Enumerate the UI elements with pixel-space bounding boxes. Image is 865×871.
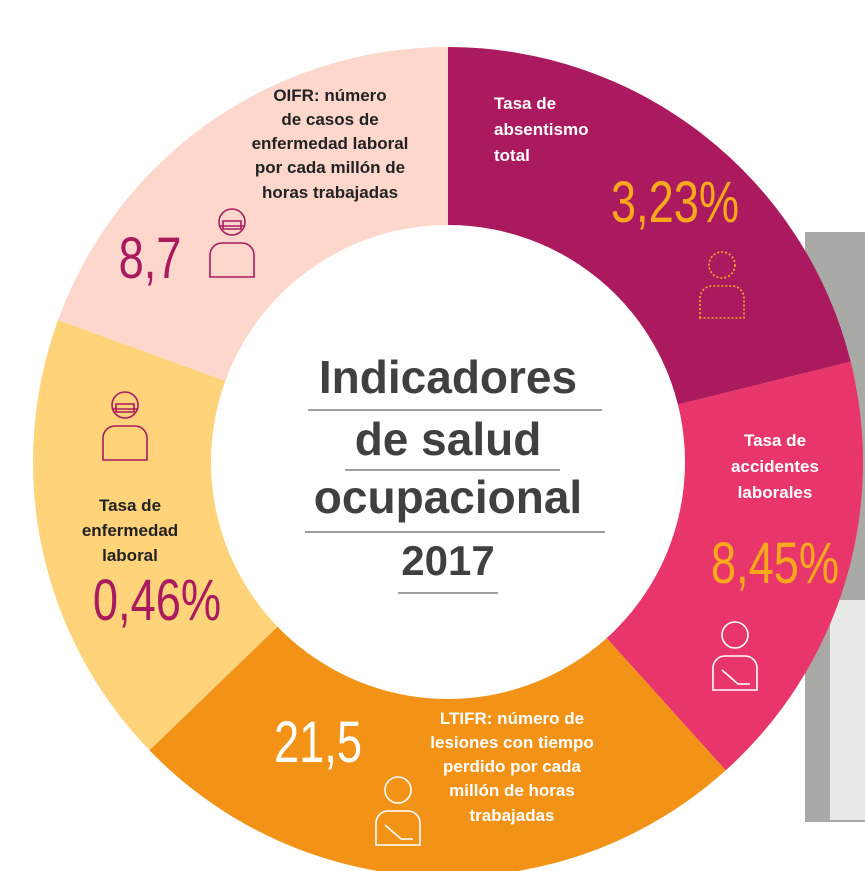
label-line: total xyxy=(494,146,530,165)
label-line: perdido por cada xyxy=(443,757,581,776)
icon-injured xyxy=(712,621,758,691)
label-line: Tasa de xyxy=(744,431,806,450)
icon-person xyxy=(699,251,745,319)
icon-masked xyxy=(102,391,148,461)
label-line: enfermedad laboral xyxy=(252,134,409,153)
icon-injured xyxy=(375,776,421,846)
label-line: laborales xyxy=(738,483,813,502)
label-line: millón de horas xyxy=(449,781,575,800)
segment-value: 0,46% xyxy=(93,569,221,634)
segment-label: Tasa de absentismo total xyxy=(494,94,588,165)
segment-label: Tasa de accidentes laborales xyxy=(731,431,819,502)
icon-masked xyxy=(209,208,255,278)
segment-value: 3,23% xyxy=(611,171,739,236)
label-line: Tasa de xyxy=(494,94,556,113)
segment-value: 21,5 xyxy=(274,711,362,776)
label-line: horas trabajadas xyxy=(262,183,398,202)
title-line: ocupacional xyxy=(314,471,582,523)
segment-label: LTIFR: número de lesiones con tiempo per… xyxy=(430,709,593,825)
label-line: laboral xyxy=(102,546,158,565)
label-line: de casos de xyxy=(281,110,378,129)
center-circle xyxy=(211,225,685,699)
label-line: enfermedad xyxy=(82,521,178,540)
label-line: trabajadas xyxy=(469,806,554,825)
label-line: OIFR: número xyxy=(273,86,386,105)
label-line: LTIFR: número de xyxy=(440,709,584,728)
segment-value: 8,7 xyxy=(119,227,182,292)
label-line: por cada millón de xyxy=(255,158,405,177)
title-line: Indicadores xyxy=(319,351,577,403)
label-line: accidentes xyxy=(731,457,819,476)
segment-label: Tasa de enfermedad laboral xyxy=(82,496,178,565)
label-line: Tasa de xyxy=(99,496,161,515)
label-line: absentismo xyxy=(494,120,588,139)
title-line: 2017 xyxy=(401,537,494,584)
center-title: Indicadores de salud ocupacional 2017 xyxy=(305,351,605,594)
photo-helmet xyxy=(830,600,865,820)
label-line: lesiones con tiempo xyxy=(430,733,593,752)
title-line: de salud xyxy=(355,413,542,465)
segment-value: 8,45% xyxy=(711,532,839,597)
segment-label: OIFR: número de casos de enfermedad labo… xyxy=(252,86,409,202)
